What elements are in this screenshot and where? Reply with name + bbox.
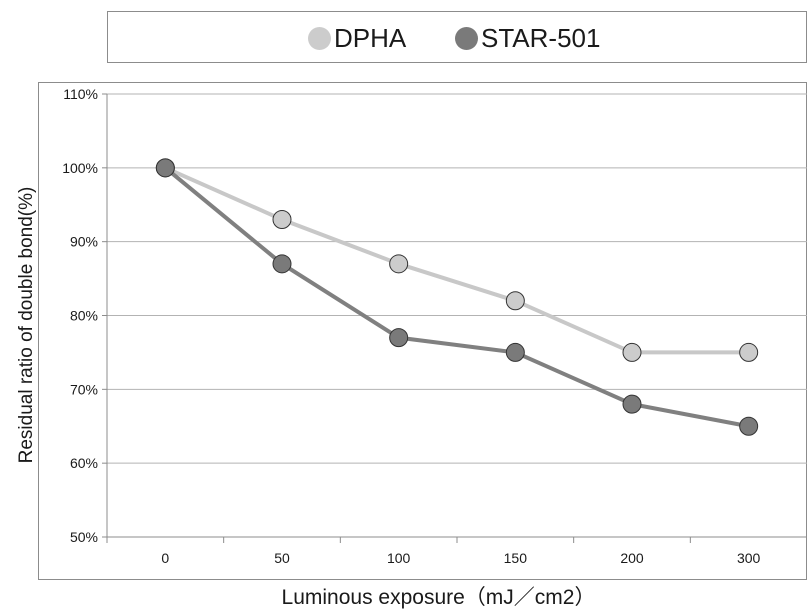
data-point-dpha [389, 254, 409, 274]
x-tick-label: 0 [161, 550, 169, 566]
x-axis-label: Luminous exposure（mJ／cm2） [281, 586, 596, 609]
legend-label-dpha: DPHA [334, 22, 407, 53]
legend-label-star501: STAR-501 [481, 22, 601, 53]
data-point-dpha [622, 342, 642, 362]
y-tick-label: 70% [70, 381, 98, 397]
legend-item-dpha: DPHA [308, 22, 407, 53]
x-tick-label: 150 [504, 550, 528, 566]
y-tick-label: 110% [63, 86, 98, 102]
data-point-star-501 [155, 158, 175, 178]
legend: DPHA STAR-501 [107, 11, 807, 63]
y-tick-label: 50% [70, 529, 98, 545]
data-point-star-501 [389, 328, 409, 348]
x-tick-label: 100 [387, 550, 411, 566]
y-tick-label: 80% [70, 308, 98, 324]
data-point-star-501 [505, 342, 525, 362]
series-line-dpha [164, 166, 749, 355]
y-tick-label: 60% [70, 455, 98, 471]
data-point-star-501 [272, 254, 292, 274]
data-point-dpha [272, 210, 292, 230]
data-point-star-501 [739, 416, 759, 436]
legend-marker-star501 [455, 26, 478, 50]
series-line-star-501 [164, 166, 750, 429]
x-tick-label: 200 [620, 550, 644, 566]
y-tick-label: 100% [62, 160, 98, 176]
legend-item-star501: STAR-501 [455, 22, 601, 53]
data-point-star-501 [622, 394, 642, 414]
data-point-dpha [739, 342, 759, 362]
y-axis-label: Residual ratio of double bond(%) [16, 186, 37, 464]
y-tick-label: 90% [70, 234, 98, 250]
x-tick-label: 300 [737, 550, 761, 566]
data-point-dpha [505, 291, 525, 311]
legend-marker-dpha [308, 26, 331, 50]
x-tick-label: 50 [274, 550, 290, 566]
